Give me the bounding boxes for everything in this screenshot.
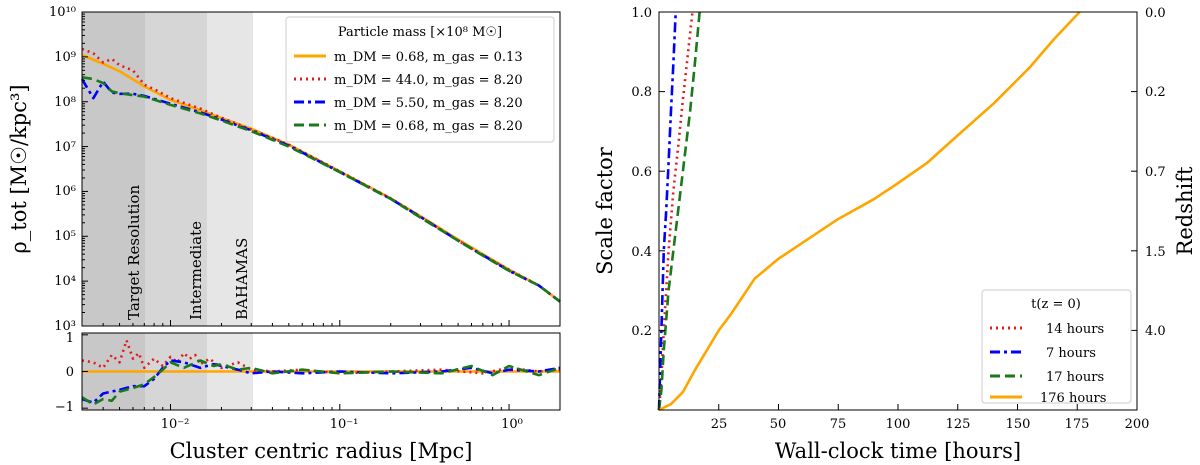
residual-series-red xyxy=(81,339,561,375)
region-label-target-resolution: Target Resolution xyxy=(125,185,143,320)
residual-ytick-1: 1 xyxy=(66,331,74,346)
timing-panel: 0.2 0.4 0.6 0.8 1.0 0.0 0.2 0.7 1.5 4.0 … xyxy=(593,6,1197,463)
region-bahamas xyxy=(207,12,253,326)
density-legend-entry-2: m_DM = 44.0, m_gas = 8.20 xyxy=(334,73,523,88)
timing-series-blue xyxy=(657,11,678,411)
residual-series-green xyxy=(81,359,561,406)
residual-xtick-1e-2: 10⁻² xyxy=(161,417,190,432)
timing-ytick-0.8: 0.8 xyxy=(631,85,652,100)
density-ytick-1e6: 10⁶ xyxy=(54,184,76,199)
timing-lines xyxy=(657,11,1081,412)
timing-xtick-175: 175 xyxy=(1065,417,1090,432)
timing-xtick-25: 25 xyxy=(711,417,728,432)
timing-xtick-125: 125 xyxy=(946,417,971,432)
density-legend-entry-4: m_DM = 0.68, m_gas = 8.20 xyxy=(334,119,523,134)
timing-xlabel: Wall-clock time [hours] xyxy=(775,439,1021,463)
region-intermediate xyxy=(145,12,207,326)
timing-ytick-0.2: 0.2 xyxy=(631,324,652,339)
density-axes-frame xyxy=(81,11,561,327)
timing-ytick-0.4: 0.4 xyxy=(631,245,652,260)
timing-legend-entry-1: 14 hours xyxy=(1046,322,1104,337)
density-ytick-1e9: 10⁹ xyxy=(54,50,76,65)
left-xlabel: Cluster centric radius [Mpc] xyxy=(170,439,473,463)
timing-xtick-75: 75 xyxy=(830,417,847,432)
density-ytick-1e7: 10⁷ xyxy=(54,140,76,155)
timing-ytick-0.6: 0.6 xyxy=(631,165,652,180)
timing-legend: t(z = 0) 14 hours 7 hours 17 hours 176 h… xyxy=(981,289,1132,406)
density-ytick-1e10: 10¹⁰ xyxy=(49,5,76,20)
residual-panel: 1 0 −1 10⁻² 10⁻¹ 10⁰ Cluster centric rad… xyxy=(55,331,561,463)
timing-legend-box xyxy=(981,289,1132,404)
density-legend: Particle mass [×10⁸ M☉] m_DM = 0.68, m_g… xyxy=(285,16,555,143)
density-legend-entry-3: m_DM = 5.50, m_gas = 8.20 xyxy=(334,96,523,111)
region-label-intermediate: Intermediate xyxy=(187,221,205,320)
redshift-ylabel: Redshift xyxy=(1173,166,1197,255)
residual-xtick-1e-1: 10⁻¹ xyxy=(330,417,359,432)
timing-series-orange xyxy=(658,11,1081,412)
density-ytick-1e8: 10⁸ xyxy=(54,95,76,110)
residual-ytick-0: 0 xyxy=(66,365,74,380)
timing-ylabel: Scale factor xyxy=(593,146,617,275)
density-series-green xyxy=(81,76,561,303)
timing-xtick-150: 150 xyxy=(1006,417,1031,432)
residual-lines xyxy=(81,339,561,406)
density-lines xyxy=(80,47,561,303)
timing-legend-entry-4: 176 hours xyxy=(1040,391,1106,406)
density-ylabel: ρ_tot [M☉/kpc³] xyxy=(7,84,31,253)
redshift-tick-4.0: 4.0 xyxy=(1145,324,1166,339)
density-panel: Target Resolution Intermediate BAHAMAS 1… xyxy=(7,5,561,334)
density-legend-box xyxy=(285,16,555,143)
timing-legend-entry-3: 17 hours xyxy=(1046,370,1104,385)
timing-series-green xyxy=(657,11,701,411)
redshift-tick-0.7: 0.7 xyxy=(1145,165,1166,180)
timing-ytick-1.0: 1.0 xyxy=(631,6,652,21)
region-target-resolution xyxy=(82,12,145,326)
timing-xtick-100: 100 xyxy=(886,417,911,432)
timing-xtick-50: 50 xyxy=(770,417,787,432)
timing-legend-title: t(z = 0) xyxy=(1031,297,1081,312)
residual-xtick-1e0: 10⁰ xyxy=(501,417,523,432)
density-legend-title: Particle mass [×10⁸ M☉] xyxy=(338,25,502,40)
residual-series-blue xyxy=(81,359,561,404)
density-ytick-1e5: 10⁵ xyxy=(54,229,76,244)
density-legend-entry-1: m_DM = 0.68, m_gas = 0.13 xyxy=(334,50,523,65)
timing-xtick-200: 200 xyxy=(1125,417,1150,432)
residual-ytick-minus1: −1 xyxy=(55,400,74,415)
region-label-bahamas: BAHAMAS xyxy=(233,238,251,320)
redshift-tick-0.0: 0.0 xyxy=(1145,6,1166,21)
density-ytick-1e4: 10⁴ xyxy=(54,274,76,289)
redshift-tick-1.5: 1.5 xyxy=(1145,245,1166,260)
timing-series-red xyxy=(657,11,694,411)
residual-axes-frame xyxy=(81,332,561,411)
timing-legend-entry-2: 7 hours xyxy=(1046,346,1096,361)
redshift-tick-0.2: 0.2 xyxy=(1145,85,1166,100)
timing-axes-frame xyxy=(658,11,1138,411)
density-ytick-1e3: 10³ xyxy=(54,319,76,334)
